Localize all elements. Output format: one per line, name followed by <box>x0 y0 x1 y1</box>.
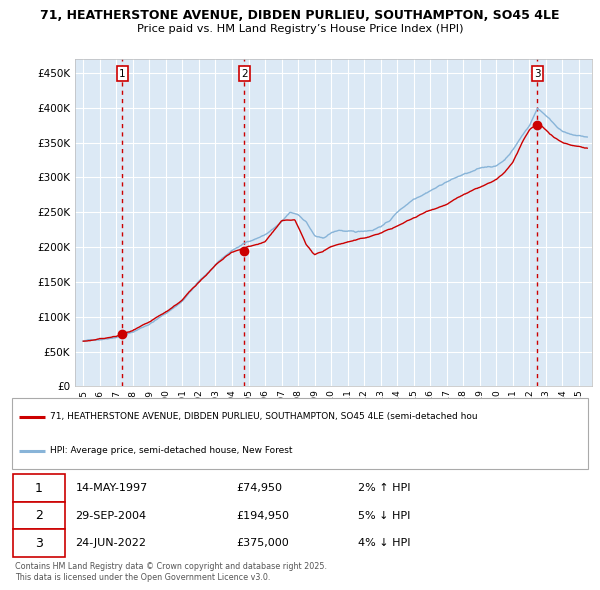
Text: This data is licensed under the Open Government Licence v3.0.: This data is licensed under the Open Gov… <box>15 573 271 582</box>
Text: Price paid vs. HM Land Registry’s House Price Index (HPI): Price paid vs. HM Land Registry’s House … <box>137 24 463 34</box>
Text: Contains HM Land Registry data © Crown copyright and database right 2025.: Contains HM Land Registry data © Crown c… <box>15 562 327 571</box>
FancyBboxPatch shape <box>13 529 65 557</box>
Text: 71, HEATHERSTONE AVENUE, DIBDEN PURLIEU, SOUTHAMPTON, SO45 4LE (semi-detached ho: 71, HEATHERSTONE AVENUE, DIBDEN PURLIEU,… <box>50 412 478 421</box>
Text: 2: 2 <box>241 69 248 78</box>
Text: 5% ↓ HPI: 5% ↓ HPI <box>358 511 410 520</box>
Text: 4% ↓ HPI: 4% ↓ HPI <box>358 538 410 548</box>
Text: £74,950: £74,950 <box>236 483 283 493</box>
Text: 14-MAY-1997: 14-MAY-1997 <box>76 483 148 493</box>
Text: 2: 2 <box>35 509 43 522</box>
Text: 1: 1 <box>119 69 126 78</box>
Text: £194,950: £194,950 <box>236 511 290 520</box>
Text: £375,000: £375,000 <box>236 538 289 548</box>
Text: 71, HEATHERSTONE AVENUE, DIBDEN PURLIEU, SOUTHAMPTON, SO45 4LE: 71, HEATHERSTONE AVENUE, DIBDEN PURLIEU,… <box>40 9 560 22</box>
Text: 2% ↑ HPI: 2% ↑ HPI <box>358 483 410 493</box>
Text: 3: 3 <box>534 69 541 78</box>
FancyBboxPatch shape <box>12 398 588 469</box>
FancyBboxPatch shape <box>13 502 65 529</box>
Text: 1: 1 <box>35 481 43 494</box>
Text: 24-JUN-2022: 24-JUN-2022 <box>76 538 146 548</box>
Text: 3: 3 <box>35 537 43 550</box>
Text: 29-SEP-2004: 29-SEP-2004 <box>76 511 146 520</box>
Text: HPI: Average price, semi-detached house, New Forest: HPI: Average price, semi-detached house,… <box>50 446 293 455</box>
FancyBboxPatch shape <box>13 474 65 502</box>
